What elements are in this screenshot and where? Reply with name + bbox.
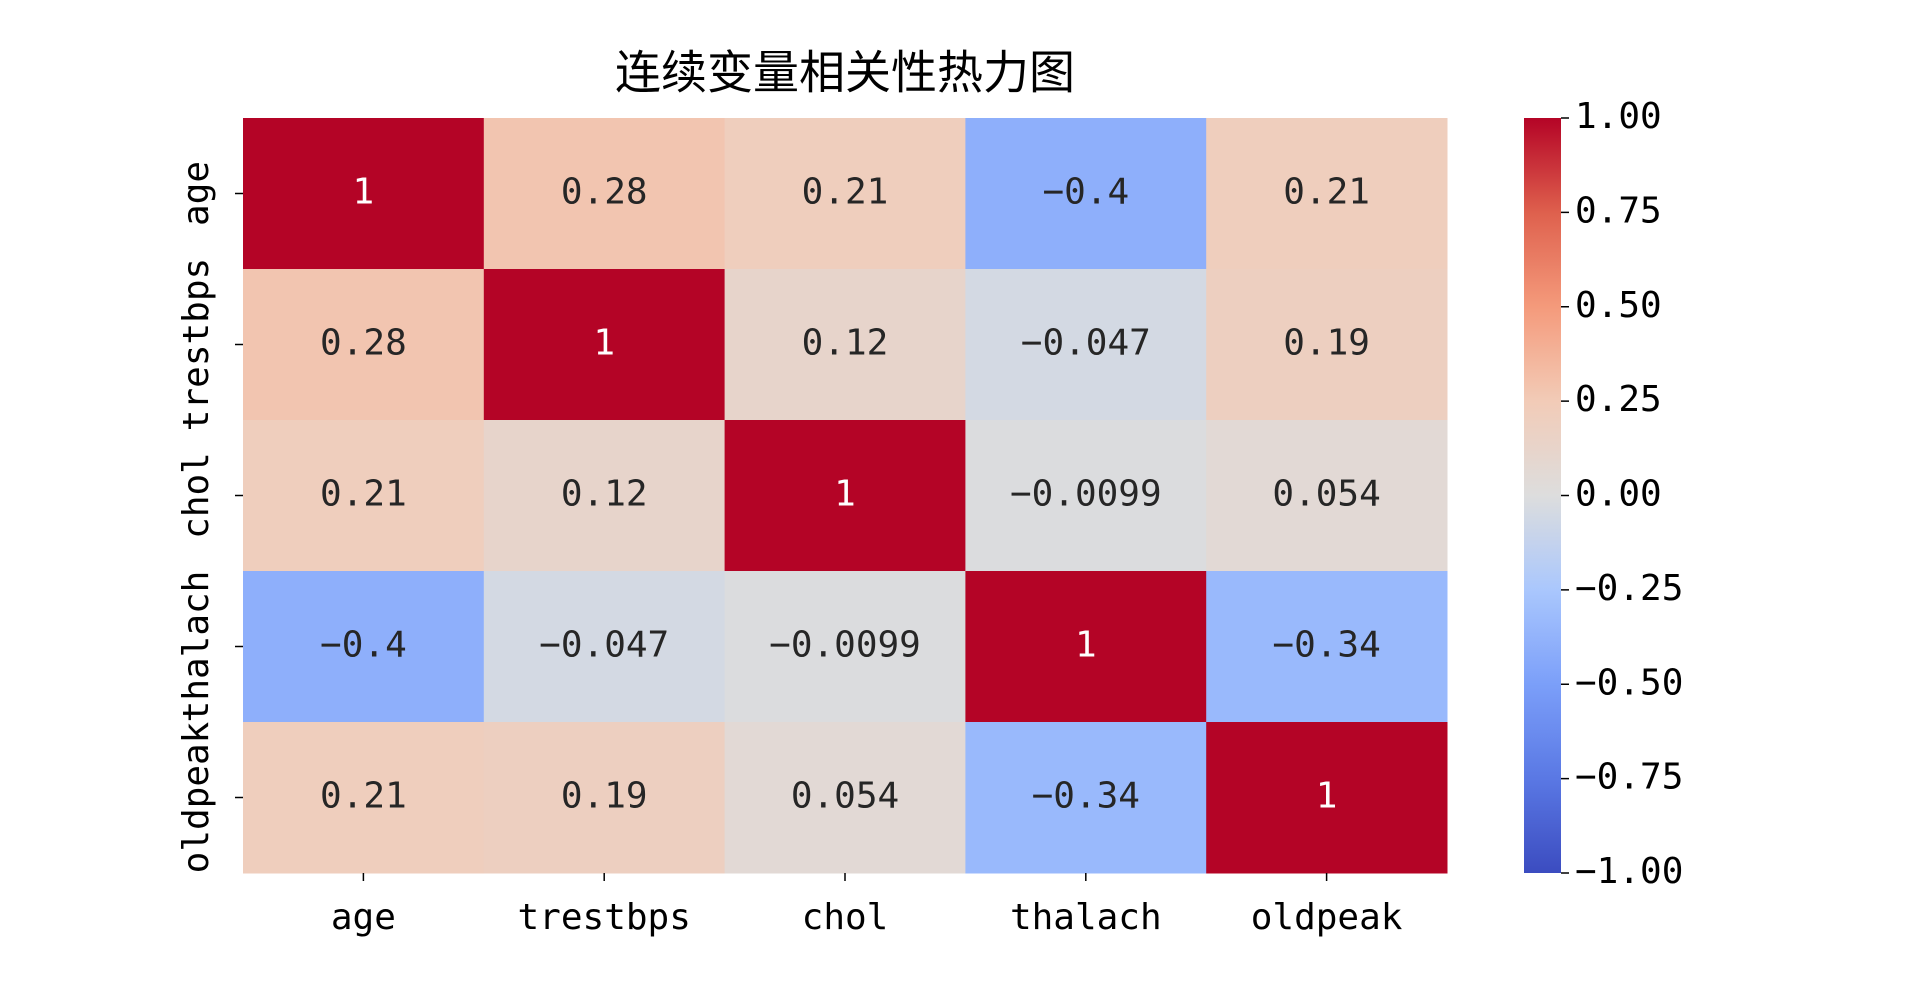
colorbar xyxy=(1524,118,1561,873)
x-tick-label: chol xyxy=(802,897,889,938)
cell-label: −0.34 xyxy=(1032,776,1140,817)
heatmap-cell xyxy=(483,571,726,723)
cell-label: 1 xyxy=(834,474,856,515)
colorbar-tick-label: −1.00 xyxy=(1575,851,1683,892)
heatmap-cell xyxy=(243,269,485,421)
heatmap-cell xyxy=(483,118,726,270)
cell-label: −0.4 xyxy=(1042,172,1129,213)
heatmap-cell xyxy=(1206,722,1448,874)
heatmap-cell xyxy=(965,269,1207,421)
x-tick-label: trestbps xyxy=(518,897,691,938)
cell-label: 1 xyxy=(593,323,615,364)
y-tick-label: chol xyxy=(176,452,217,539)
chart-title: 连续变量相关性热力图 xyxy=(615,46,1075,100)
cell-label: 0.21 xyxy=(1283,172,1370,213)
cell-label: 1 xyxy=(1075,625,1097,666)
colorbar-tick-label: 0.00 xyxy=(1575,474,1662,515)
x-tick-label: thalach xyxy=(1010,897,1162,938)
heatmap-cell xyxy=(965,571,1207,723)
heatmap-cell xyxy=(724,571,966,723)
cell-label: 0.28 xyxy=(561,172,648,213)
x-tick-label: oldpeak xyxy=(1251,897,1403,938)
heatmap-cell xyxy=(243,571,485,723)
cell-label: 0.12 xyxy=(561,474,648,515)
heatmap-cell xyxy=(483,722,726,874)
colorbar-tick-label: −0.75 xyxy=(1575,757,1683,798)
cell-label: −0.047 xyxy=(539,625,669,666)
cell-label: −0.4 xyxy=(320,625,407,666)
y-tick-label: thalach xyxy=(176,571,217,723)
heatmap-cell xyxy=(724,118,966,270)
cell-label: 0.19 xyxy=(561,776,648,817)
heatmap-cell xyxy=(965,118,1207,270)
y-tick-label: oldpeak xyxy=(176,721,217,873)
y-tick-label: age xyxy=(176,161,217,226)
heatmap-cell xyxy=(965,722,1207,874)
heatmap-cell xyxy=(243,420,485,572)
heatmap-cell xyxy=(1206,571,1448,723)
cell-label: 0.12 xyxy=(802,323,889,364)
cell-label: 0.19 xyxy=(1283,323,1370,364)
heatmap-cell xyxy=(1206,420,1448,572)
cell-label: 0.054 xyxy=(791,776,899,817)
heatmap-cell xyxy=(483,269,726,421)
heatmap-cell xyxy=(724,269,966,421)
colorbar-tick-label: −0.50 xyxy=(1575,662,1683,703)
cell-label: 0.21 xyxy=(320,474,407,515)
colorbar-tick-label: 1.00 xyxy=(1575,96,1662,137)
heatmap-cell xyxy=(724,722,966,874)
colorbar-tick-label: 0.75 xyxy=(1575,190,1662,231)
heatmap-cell xyxy=(243,118,485,270)
x-tick-label: age xyxy=(331,897,396,938)
heatmap-cell xyxy=(1206,269,1448,421)
cell-label: −0.047 xyxy=(1021,323,1151,364)
cell-label: 1 xyxy=(353,172,375,213)
heatmap-cell xyxy=(724,420,966,572)
heatmap-cell xyxy=(1206,118,1448,270)
cell-label: −0.0099 xyxy=(1010,474,1162,515)
heatmap-cell xyxy=(965,420,1207,572)
cell-label: 0.21 xyxy=(320,776,407,817)
colorbar-tick-label: 0.25 xyxy=(1575,379,1662,420)
colorbar-tick-label: 0.50 xyxy=(1575,285,1662,326)
heatmap-cell xyxy=(243,722,485,874)
colorbar-tick-label: −0.25 xyxy=(1575,568,1683,609)
cell-label: 0.054 xyxy=(1272,474,1380,515)
cell-label: 1 xyxy=(1316,776,1338,817)
cell-label: −0.34 xyxy=(1272,625,1380,666)
cell-label: 0.28 xyxy=(320,323,407,364)
cell-label: −0.0099 xyxy=(769,625,921,666)
cell-label: 0.21 xyxy=(802,172,889,213)
heatmap-cell xyxy=(483,420,726,572)
y-tick-label: trestbps xyxy=(176,258,217,431)
